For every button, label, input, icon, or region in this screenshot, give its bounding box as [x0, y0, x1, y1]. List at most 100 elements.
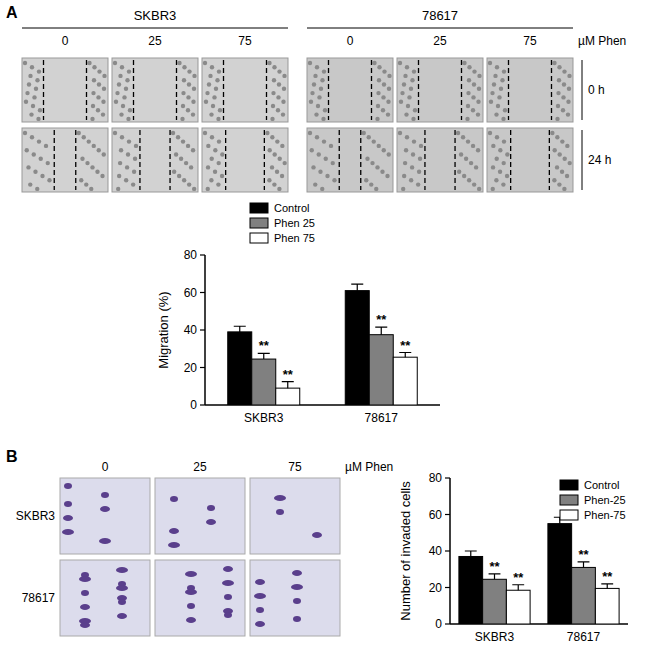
micrograph [112, 128, 198, 192]
cell [411, 152, 415, 156]
cell [29, 112, 33, 116]
cell [271, 91, 275, 95]
significance: ** [283, 367, 294, 382]
y-tick-label: 80 [184, 248, 198, 262]
micrograph-frame [487, 128, 573, 192]
cell [184, 161, 188, 165]
error-bar [601, 584, 613, 589]
cell [113, 61, 117, 65]
cell [272, 78, 276, 82]
cell [62, 529, 74, 535]
cell [320, 78, 324, 82]
y-tick-label: 60 [184, 286, 198, 300]
bar [506, 590, 530, 624]
time-label: 24 h [588, 153, 611, 167]
cell [127, 69, 131, 73]
cell [275, 170, 279, 174]
cell [385, 174, 389, 178]
header-rule [22, 28, 288, 29]
cell [471, 144, 475, 148]
cell [272, 182, 276, 186]
cell [272, 65, 276, 69]
cell [46, 161, 50, 165]
cell [271, 104, 275, 108]
dose-label: 75 [238, 34, 252, 48]
cell [114, 100, 118, 104]
bar [595, 588, 619, 624]
cell [562, 187, 566, 191]
error-bar [578, 562, 590, 567]
cell [270, 165, 274, 169]
cell [324, 157, 328, 161]
cell [556, 91, 560, 95]
cell [189, 165, 193, 169]
cell [24, 100, 28, 104]
cell [409, 178, 413, 182]
significance: ** [376, 312, 387, 327]
cell [102, 152, 106, 156]
bar [345, 291, 369, 405]
cell [100, 174, 104, 178]
cell [32, 152, 36, 156]
cell [276, 509, 284, 515]
bar-annotations: ******** [259, 312, 412, 381]
cell [119, 148, 123, 152]
cell [185, 589, 197, 595]
cell [276, 108, 280, 112]
cell [265, 131, 269, 135]
micrograph [307, 128, 393, 192]
cell [171, 131, 175, 135]
cell [125, 78, 129, 82]
cell [367, 135, 371, 139]
dose-label: 25 [148, 34, 162, 48]
cell [32, 95, 36, 99]
cell [313, 182, 317, 186]
legend-label: Phen 25 [274, 217, 315, 229]
cell [557, 65, 561, 69]
cell [181, 91, 185, 95]
cell [387, 74, 391, 78]
micrograph [60, 478, 150, 554]
x-tick-label: SKBR3 [244, 411, 284, 425]
cell [179, 157, 183, 161]
cell [35, 78, 39, 82]
micrograph-frame [60, 560, 150, 636]
cell [403, 161, 407, 165]
y-tick-label: 20 [429, 581, 443, 595]
cell [80, 604, 90, 610]
cell [382, 69, 386, 73]
cell [400, 91, 404, 95]
cell [494, 112, 498, 116]
cell [555, 135, 559, 139]
significance: ** [602, 569, 613, 584]
cell [254, 593, 266, 599]
cell [312, 532, 322, 538]
cell [25, 91, 29, 95]
cell [329, 144, 333, 148]
cell [499, 87, 503, 91]
micrograph [22, 58, 108, 122]
wound-edge [454, 130, 455, 190]
cell [501, 117, 505, 121]
cell [496, 104, 500, 108]
cell [498, 148, 502, 152]
cell [567, 74, 571, 78]
cell-line-header: 78617 [422, 8, 458, 23]
cell [204, 100, 208, 104]
cell [560, 170, 564, 174]
cell [278, 157, 282, 161]
cell [134, 144, 138, 148]
cell [172, 170, 176, 174]
micrograph [307, 58, 393, 122]
cell [23, 61, 27, 65]
cell [322, 69, 326, 73]
cell [503, 108, 507, 112]
cell [117, 613, 127, 619]
cell [79, 576, 91, 582]
wound-edge [461, 60, 462, 120]
cell [505, 174, 509, 178]
cell [280, 144, 284, 148]
cell [276, 95, 280, 99]
cell [23, 131, 27, 135]
bar-annotations: ******** [489, 547, 613, 585]
